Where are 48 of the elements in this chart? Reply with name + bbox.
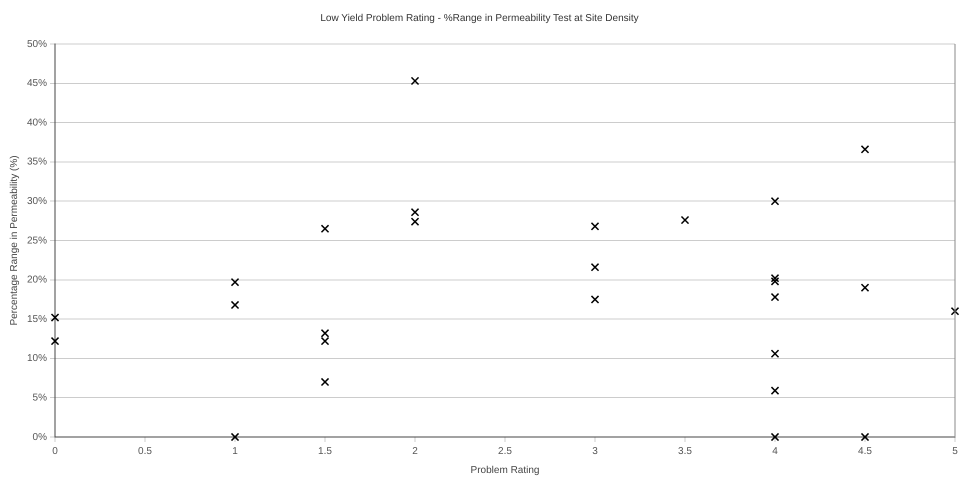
y-tick-label: 5% bbox=[32, 392, 48, 404]
y-tick-label: 40% bbox=[27, 117, 48, 128]
point bbox=[770, 432, 780, 442]
point bbox=[410, 76, 420, 86]
point bbox=[770, 386, 780, 395]
point bbox=[860, 145, 870, 154]
x-tick-label: 1 bbox=[232, 446, 238, 457]
x-axis-title: Problem Rating bbox=[470, 464, 540, 476]
y-tick-label: 10% bbox=[27, 353, 48, 364]
y-tick-label: 50% bbox=[27, 38, 48, 50]
point bbox=[860, 432, 870, 442]
x-tick-label: 3.5 bbox=[678, 446, 692, 457]
x-tick-label: 4 bbox=[772, 446, 778, 457]
point bbox=[50, 336, 60, 346]
x-tick-label: 5 bbox=[952, 446, 958, 457]
point bbox=[50, 313, 60, 322]
y-tick-label: 30% bbox=[27, 196, 48, 207]
point bbox=[320, 224, 330, 233]
y-tick-label: 20% bbox=[27, 274, 48, 286]
y-axis-title: Percentage Range in Permeability (%) bbox=[8, 155, 20, 326]
point bbox=[770, 292, 780, 302]
point bbox=[680, 216, 690, 224]
point bbox=[950, 306, 960, 316]
point bbox=[590, 222, 600, 231]
x-tick-label: 3 bbox=[592, 446, 598, 457]
point bbox=[230, 432, 240, 442]
x-tick-label: 0 bbox=[52, 446, 58, 457]
point bbox=[590, 295, 600, 304]
point bbox=[770, 277, 780, 286]
point bbox=[770, 274, 780, 283]
y-tick-label: 45% bbox=[27, 78, 48, 90]
point bbox=[860, 283, 870, 292]
y-tick-label: 0% bbox=[32, 432, 48, 443]
chart-title: Low Yield Problem Rating - %Range in Permeability Test at Site Density bbox=[320, 12, 639, 24]
x-tick-label: 2.5 bbox=[498, 446, 512, 457]
y-tick-label: 25% bbox=[27, 235, 48, 246]
point bbox=[230, 278, 240, 286]
x-tick-label: 1.5 bbox=[318, 446, 332, 457]
point bbox=[320, 378, 330, 386]
x-tick-label: 4.5 bbox=[858, 446, 872, 457]
y-tick-label: 15% bbox=[27, 314, 48, 325]
point bbox=[770, 349, 780, 358]
y-tick-label: 35% bbox=[27, 156, 48, 168]
x-tick-label: 2 bbox=[412, 446, 418, 457]
x-tick-label: 0.5 bbox=[138, 446, 152, 457]
point bbox=[590, 262, 600, 272]
point bbox=[230, 300, 240, 310]
point bbox=[770, 196, 780, 206]
